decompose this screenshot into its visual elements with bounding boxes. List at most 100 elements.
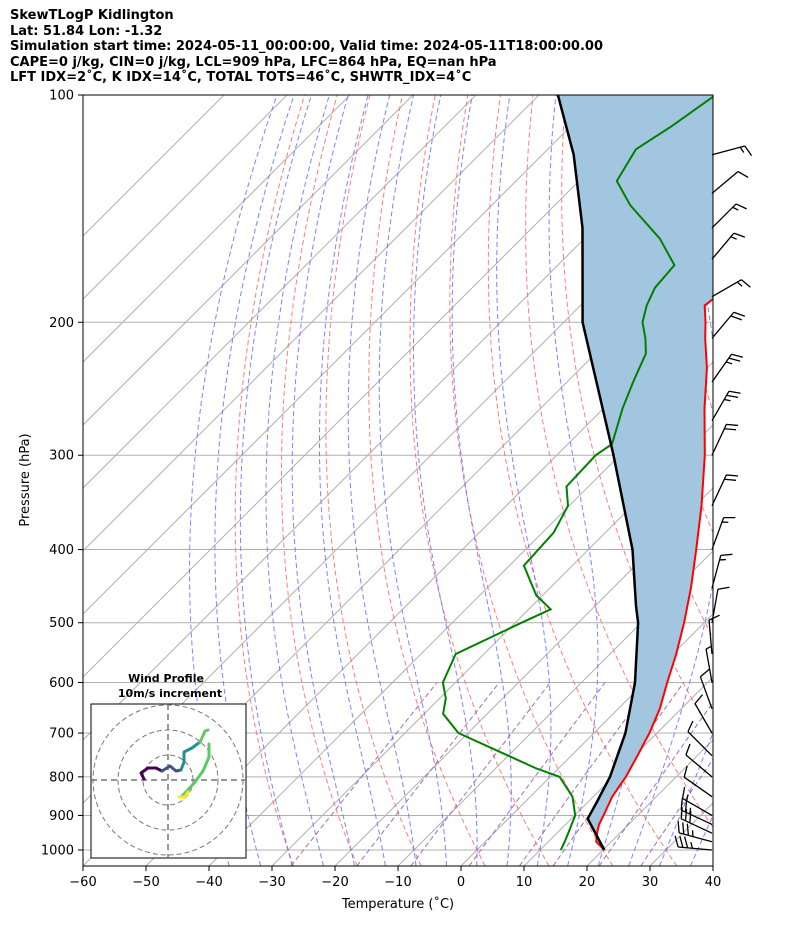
wind-barb [687, 720, 713, 757]
moist-adiabat [214, 95, 295, 866]
moist-adiabat [347, 95, 417, 866]
wind-barb [711, 279, 751, 298]
dewpoint-line [441, 95, 713, 851]
hodograph-trace [177, 790, 190, 799]
isotherm-line [83, 95, 540, 552]
dry-adiabat [561, 95, 713, 737]
hodograph-trace [179, 740, 202, 772]
wind-barb [681, 786, 713, 817]
wind-barb [711, 311, 746, 339]
isotherm-line [83, 95, 666, 678]
moist-adiabat [239, 95, 312, 866]
x-tick-label: −10 [384, 875, 411, 890]
wind-barb [677, 821, 713, 843]
wind-barb [680, 807, 713, 834]
hodograph-trace [198, 728, 210, 744]
wind-barb [711, 553, 733, 589]
wind-barb [711, 353, 743, 383]
mixing-ratio-line [410, 682, 551, 866]
wind-barb [708, 614, 720, 655]
hodograph-trace [139, 766, 164, 781]
wind-barb [711, 516, 736, 550]
isotherm-line [397, 550, 713, 866]
x-tick-label: 0 [457, 875, 465, 890]
moist-adiabat [628, 95, 713, 866]
dry-adiabat [281, 95, 358, 866]
dry-adiabat [368, 95, 486, 866]
isotherm-line [145, 298, 713, 866]
moist-adiabat [413, 95, 478, 866]
wind-barb [694, 694, 713, 734]
dry-adiabat [234, 95, 306, 866]
mixing-ratio-line [356, 682, 500, 866]
cape-shading [557, 95, 713, 850]
wind-barb [674, 835, 713, 851]
wind-barb [680, 798, 713, 826]
y-axis-label: Pressure (hPa) [18, 433, 33, 526]
mixing-ratio-line [290, 682, 438, 866]
wind-barb [683, 765, 713, 798]
dry-adiabat [729, 95, 794, 866]
time-info: Simulation start time: 2024-05-11_00:00:… [10, 39, 603, 54]
mixing-ratio-line [598, 701, 713, 866]
y-tick-label: 500 [49, 616, 74, 631]
isotherm-line [83, 95, 603, 615]
moist-adiabat [451, 95, 512, 866]
y-axis-ticks: 100 200 300 400 500 600 700 800 900 1000 [41, 89, 83, 859]
parcel-profile-line [556, 95, 640, 851]
mixing-ratio-line [518, 682, 653, 866]
x-axis-ticks: −60 −50 −40 −30 −20 −10 0 10 20 30 40 [69, 866, 721, 890]
wind-barb [711, 390, 741, 422]
isotherm-line [83, 95, 225, 237]
inset-subtitle: 10m/s increment [118, 687, 222, 700]
wind-barb [711, 474, 739, 507]
isotherm-line [83, 95, 351, 363]
dry-adiabat [761, 95, 794, 866]
isotherm-line [83, 95, 414, 426]
inset-title: Wind Profile [128, 672, 204, 685]
stability-params: CAPE=0 j/kg, CIN=0 j/kg, LCL=909 hPa, LF… [10, 54, 497, 70]
y-tick-label: 1000 [41, 844, 74, 859]
moist-adiabat [378, 95, 447, 866]
moist-adiabat [265, 95, 330, 866]
isotherm-line [460, 613, 713, 866]
hodograph-trace [160, 764, 183, 773]
y-tick-label: 900 [49, 809, 74, 824]
temperature-line [595, 297, 713, 851]
x-axis-label: Temperature (˚C) [341, 896, 454, 912]
x-tick-label: 40 [705, 875, 722, 890]
isotherm-line [334, 487, 713, 866]
wind-barb [685, 743, 713, 778]
wind-barb [711, 145, 753, 156]
moist-adiabat [548, 95, 599, 866]
isotherm-line [208, 361, 713, 866]
wind-barb [711, 203, 747, 229]
dry-adiabat [525, 95, 713, 829]
wind-profile-inset: Wind Profile 10m/s increment [90, 672, 247, 859]
y-tick-label: 400 [49, 543, 74, 558]
y-tick-label: 200 [49, 316, 74, 331]
y-tick-label: 700 [49, 727, 74, 742]
chart-header: SkewTLogP Kidlington Lat: 51.84 Lon: -1.… [10, 8, 603, 86]
isotherm-line [712, 865, 713, 866]
title: SkewTLogP Kidlington [10, 8, 174, 23]
dry-adiabat [449, 95, 614, 866]
moist-adiabat [291, 95, 355, 866]
wind-barb [711, 423, 739, 456]
mixing-ratio-line [468, 682, 606, 866]
x-tick-label: −40 [195, 875, 222, 890]
moist-adiabat [189, 95, 278, 866]
wind-barb [711, 232, 746, 260]
dry-adiabat [663, 95, 713, 414]
y-tick-label: 800 [49, 770, 74, 785]
x-tick-label: −20 [321, 875, 348, 890]
wind-barbs [674, 145, 753, 851]
index-params: LFT IDX=2˚C, K IDX=14˚C, TOTAL TOTS=46˚C… [10, 70, 472, 85]
x-tick-label: 20 [579, 875, 596, 890]
isotherm-line [523, 676, 713, 866]
hodograph-trace [179, 742, 211, 799]
dry-adiabat [487, 95, 678, 866]
y-tick-label: 600 [49, 676, 74, 691]
wind-barb [711, 170, 749, 194]
